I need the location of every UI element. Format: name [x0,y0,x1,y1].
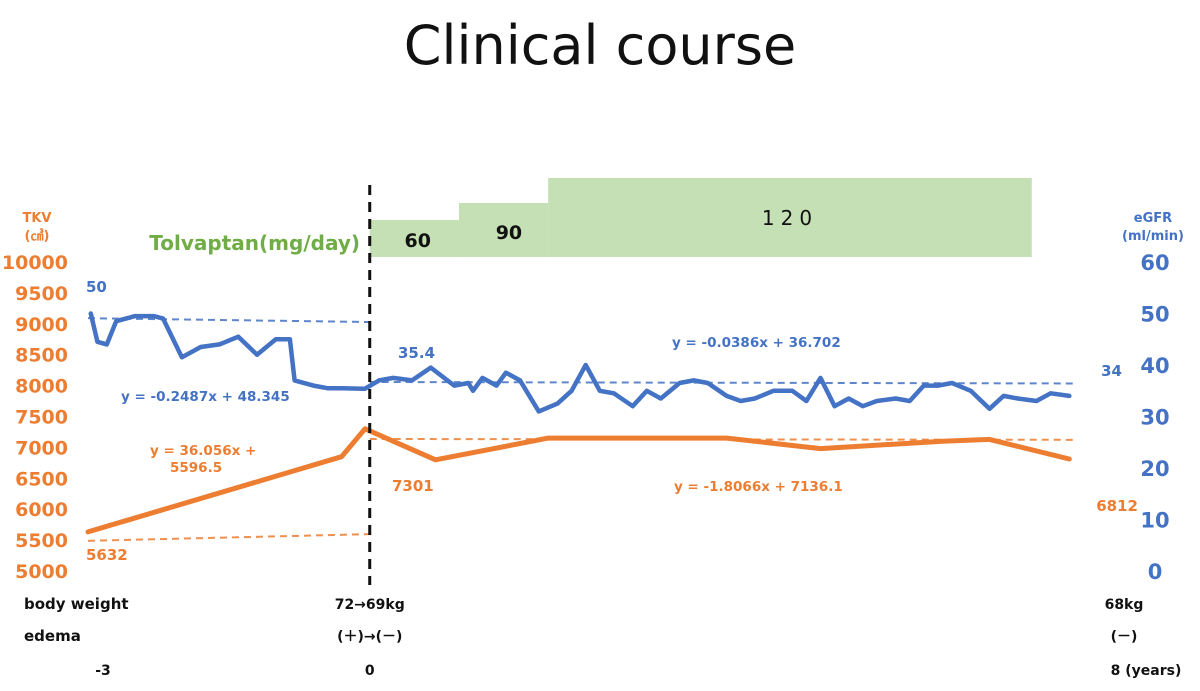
x-tick-1: 0 [365,663,375,679]
right-tick-40: 40 [1140,354,1169,378]
left-tick-5500: 5500 [15,530,68,552]
egfr-trend-label-2: y = -0.0386x + 36.702 [672,335,841,351]
clinical-rows: body weight 72→69kg 68kg edema (＋)→(－) (－) [24,595,1143,645]
chart-title: Clinical course [403,14,797,77]
tkv-trend-label-1a: y = 36.056x + [150,443,256,459]
right-tick-10: 10 [1140,509,1169,533]
left-tick-6500: 6500 [15,468,68,490]
tkv-line [85,426,1072,535]
tolvaptan-dose-bars: 60 90 120 [369,178,1032,257]
left-tick-7500: 7500 [15,407,68,429]
x-tick-2: 8 (years) [1111,663,1182,679]
left-axis-label-line1: TKV [22,211,51,226]
tkv-label-6812: 6812 [1096,497,1138,515]
left-axis-label-line2: (㎤) [25,228,50,244]
egfr-trend-line-2 [369,380,1075,385]
left-tick-10000: 10000 [2,252,68,274]
row-body-weight-value-2: 68kg [1105,597,1144,613]
dose-label-120: 120 [762,206,818,230]
tkv-trend-line-1 [87,533,370,542]
dose-bar-120 [548,178,1032,257]
left-tick-9000: 9000 [15,314,68,336]
right-axis-label-line1: eGFR [1134,211,1172,226]
right-tick-20: 20 [1140,457,1169,481]
dose-label-90: 90 [496,222,522,244]
data-labels: 50 35.4 34 5632 7301 6812 y = -0.2487x + 48.34… [86,278,1138,564]
dose-bar-90 [458,203,549,257]
row-edema-value-2: (－) [1111,629,1138,645]
left-tick-8000: 8000 [15,376,68,398]
row-edema-value-1: (＋)→(－) [337,629,402,645]
trend-lines [87,317,1075,542]
left-tick-7000: 7000 [15,437,68,459]
right-axis-ticks: 0 10 20 30 40 50 60 [1140,251,1169,584]
row-label-edema: edema [24,627,81,645]
tolvaptan-label: Tolvaptan(mg/day) [149,231,360,255]
right-tick-60: 60 [1140,251,1169,275]
dose-bar-60 [369,220,459,257]
x-axis-ticks: -3 0 8 (years) [95,663,1181,679]
tkv-trend-label-2: y = -1.8066x + 7136.1 [674,479,843,495]
egfr-label-50: 50 [86,278,107,296]
tkv-label-5632: 5632 [86,546,128,564]
egfr-label-34: 34 [1101,362,1122,380]
tkv-label-7301: 7301 [392,477,434,495]
egfr-label-35.4: 35.4 [398,344,435,362]
left-tick-9500: 9500 [15,283,68,305]
right-tick-0: 0 [1148,560,1163,584]
series-lines [85,311,1072,535]
right-axis-label-line2: (ml/min) [1122,229,1184,244]
left-tick-6000: 6000 [15,499,68,521]
left-tick-8500: 8500 [15,345,68,367]
left-tick-5000: 5000 [15,561,68,583]
right-tick-30: 30 [1140,406,1169,430]
row-label-body-weight: body weight [24,595,129,613]
egfr-trend-line-1 [87,317,370,324]
right-tick-50: 50 [1140,303,1169,327]
dose-label-60: 60 [405,230,431,252]
left-axis-ticks: 5000 5500 6000 6500 7000 7500 8000 8500 9000 9500… [2,252,68,583]
egfr-line [88,311,1072,414]
egfr-trend-label-1: y = -0.2487x + 48.345 [121,389,290,405]
tkv-trend-label-1b: 5596.5 [170,460,222,476]
row-body-weight-value-1: 72→69kg [335,597,405,613]
x-tick-0: -3 [95,663,111,679]
